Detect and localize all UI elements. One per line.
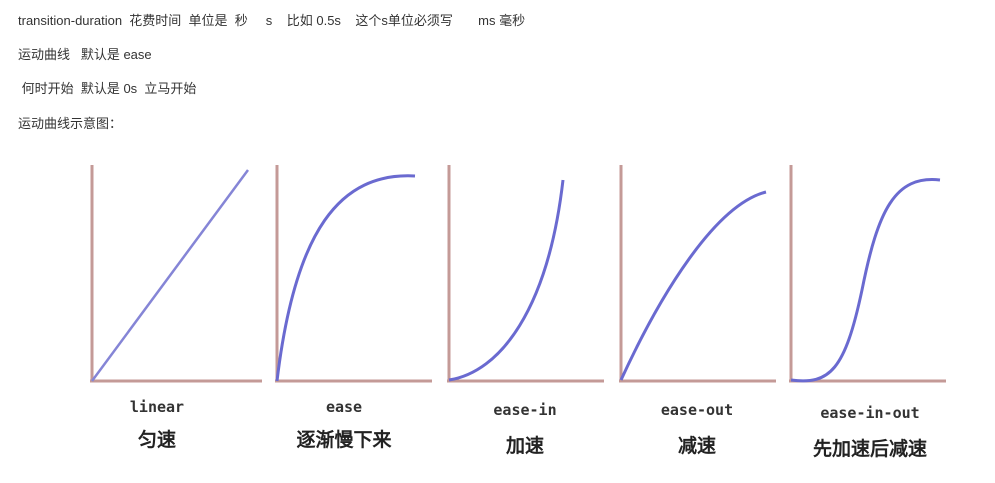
text-line-timing-function: 运动曲线 默认是 ease xyxy=(18,47,152,62)
zh-label-ease-in-out: 先加速后减速 xyxy=(813,437,927,460)
curve-ease-in-out xyxy=(790,178,941,383)
panel-ease-in-out: ease-in-out 先加速后减速 xyxy=(789,165,946,460)
text-line-delay: 何时开始 默认是 0s 立马开始 xyxy=(18,81,197,96)
zh-label-linear: 匀速 xyxy=(138,428,176,451)
code-label-ease-out: ease-out xyxy=(661,401,733,419)
panel-linear: linear 匀速 xyxy=(90,165,262,451)
code-label-ease: ease xyxy=(326,398,362,416)
code-label-ease-in: ease-in xyxy=(493,401,556,419)
curve-ease-out xyxy=(619,190,767,381)
curve-ease xyxy=(275,174,416,382)
panel-ease-in: ease-in 加速 xyxy=(447,165,604,457)
code-label-ease-in-out: ease-in-out xyxy=(820,404,919,422)
zh-label-ease-out: 减速 xyxy=(678,434,716,457)
curve-ease-in xyxy=(448,179,565,382)
zh-label-ease-in: 加速 xyxy=(505,434,544,457)
code-label-linear: linear xyxy=(130,398,184,416)
panel-ease-out: ease-out 减速 xyxy=(619,165,776,457)
text-line-transition-duration: transition-duration 花费时间 单位是 秒 s 比如 0.5s… xyxy=(18,13,526,28)
panel-ease: ease 逐渐慢下来 xyxy=(275,165,432,451)
curve-linear xyxy=(90,169,250,382)
text-line-curve-caption: 运动曲线示意图： xyxy=(18,116,123,131)
zh-label-ease: 逐渐慢下来 xyxy=(296,428,391,451)
